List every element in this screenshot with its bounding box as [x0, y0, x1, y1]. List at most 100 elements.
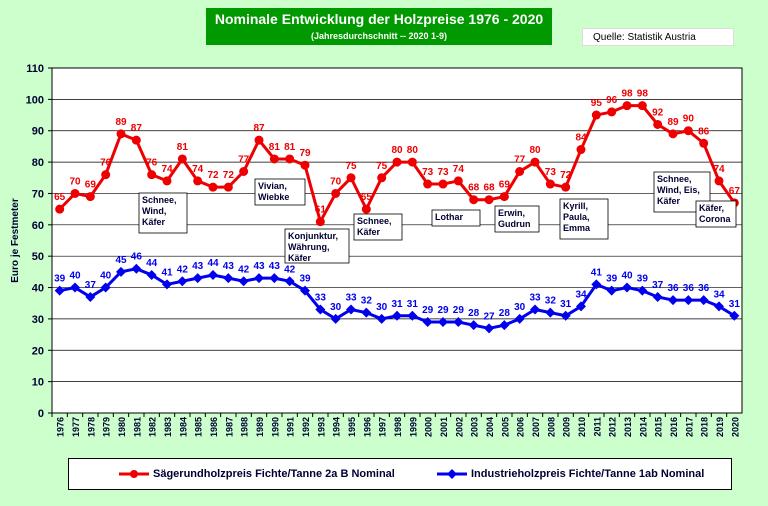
x-tick-label: 1979 [102, 417, 112, 437]
data-label: 32 [361, 296, 373, 307]
data-label: 84 [575, 133, 587, 144]
data-label: 74 [161, 164, 173, 175]
data-label: 40 [621, 271, 633, 282]
annotation-box [431, 209, 481, 227]
annotation-text: Käfer [288, 253, 312, 263]
y-tick-label: 90 [32, 126, 44, 138]
source-label: Quelle: Statistik Austria [582, 28, 734, 46]
data-label: 79 [299, 148, 311, 159]
data-label: 36 [698, 283, 710, 294]
data-label: 72 [207, 170, 219, 181]
data-label: 95 [591, 98, 603, 109]
x-tick-label: 1983 [163, 417, 173, 437]
annotation-text: Kyrill, [563, 201, 588, 211]
data-label: 73 [545, 167, 557, 178]
data-label: 44 [146, 258, 158, 269]
data-point-blue [683, 295, 694, 306]
annotation-text: Schnee, [357, 216, 392, 226]
annotation-text: Käfer [142, 217, 166, 227]
data-point-red [469, 195, 479, 205]
data-point-red [361, 204, 371, 214]
data-label: 81 [177, 142, 189, 153]
data-label: 75 [376, 161, 388, 172]
annotation-text: Lothar [435, 212, 463, 222]
data-point-red [315, 217, 325, 227]
chart-title-box: Nominale Entwicklung der Holzpreise 1976… [206, 8, 552, 45]
x-tick-label: 1982 [148, 417, 158, 437]
data-point-blue [330, 313, 341, 324]
x-tick-label: 2005 [500, 417, 510, 437]
data-point-red [622, 101, 632, 111]
data-label: 77 [238, 155, 250, 166]
data-label: 80 [529, 145, 541, 156]
data-label: 37 [85, 280, 97, 291]
annotation-box [559, 198, 609, 240]
data-label: 29 [422, 305, 434, 316]
annotation: Schnee,Wind,Käfer [138, 192, 188, 234]
x-tick-label: 1981 [132, 417, 142, 437]
data-label: 65 [361, 192, 373, 203]
data-point-red [484, 195, 494, 205]
data-point-red [346, 173, 356, 183]
x-tick-label: 2014 [638, 417, 648, 437]
annotation: Vivian,Wiebke [254, 178, 306, 206]
x-tick-label: 1998 [393, 417, 403, 437]
y-tick-label: 100 [26, 94, 44, 106]
data-point-red [653, 119, 663, 129]
data-label: 77 [514, 155, 526, 166]
chart-subtitle: (Jahresdurchschnitt -- 2020 1-9) [310, 31, 448, 41]
data-label: 31 [391, 299, 403, 310]
data-label: 44 [207, 258, 219, 269]
data-point-red [116, 129, 126, 139]
annotation-text: Währung, [288, 242, 330, 252]
annotation-text: Paula, [563, 212, 590, 222]
data-point-blue [346, 304, 356, 315]
x-tick-label: 1996 [362, 417, 372, 437]
data-label: 89 [115, 117, 127, 128]
y-axis-label: Euro je Festmeter [10, 198, 21, 283]
x-tick-label: 1980 [117, 417, 127, 437]
data-label: 29 [437, 305, 449, 316]
annotation-text: Schnee, [657, 174, 692, 184]
x-tick-label: 1997 [378, 417, 388, 437]
data-point-blue [223, 273, 234, 284]
data-label: 98 [637, 89, 649, 100]
data-label: 75 [345, 161, 357, 172]
data-point-red [407, 157, 417, 167]
data-point-blue [254, 273, 264, 284]
data-point-red [530, 157, 540, 167]
annotation-text: Wind, Eis, [657, 185, 700, 195]
data-label: 31 [729, 299, 741, 310]
x-tick-label: 2009 [562, 417, 572, 437]
data-point-blue [208, 270, 218, 280]
y-tick-label: 0 [38, 408, 44, 420]
legend-swatch-blue [437, 469, 467, 480]
x-tick-label: 1995 [347, 417, 357, 437]
data-label: 65 [54, 192, 66, 203]
data-point-blue [376, 313, 387, 324]
data-point-red [714, 176, 724, 186]
data-label: 72 [223, 170, 235, 181]
data-point-blue [637, 285, 648, 296]
y-tick-label: 80 [32, 157, 44, 169]
data-point-blue [116, 266, 126, 277]
data-label: 98 [621, 89, 633, 100]
data-point-blue [606, 285, 617, 296]
data-point-blue [560, 310, 571, 321]
data-label: 39 [299, 274, 311, 285]
annotation: Kyrill,Paula,Emma [559, 198, 609, 240]
annotation: Schnee,Käfer [353, 213, 403, 241]
data-label: 32 [545, 296, 557, 307]
data-point-blue [484, 323, 494, 334]
data-label: 42 [177, 264, 189, 275]
data-label: 41 [161, 267, 173, 278]
data-label: 40 [69, 271, 81, 282]
data-point-blue [407, 310, 418, 321]
x-tick-label: 2018 [700, 417, 710, 437]
data-label: 74 [192, 164, 204, 175]
data-label: 28 [499, 308, 511, 319]
data-label: 34 [575, 289, 587, 300]
legend-label-blue: Industrieholzpreis Fichte/Tanne 1ab Nomi… [471, 468, 705, 480]
x-tick-label: 2007 [531, 417, 541, 437]
data-point-red [300, 160, 310, 170]
